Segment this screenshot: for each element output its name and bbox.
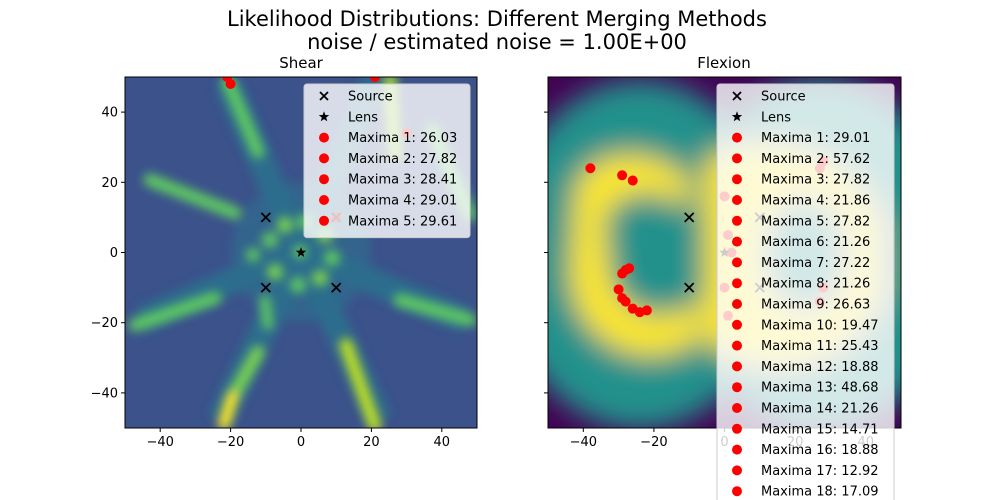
shear-legend-label: Maxima 1: 26.03 — [348, 131, 457, 146]
shear-y-tick-label: −40 — [91, 386, 118, 401]
flexion-maxima-point — [627, 175, 638, 186]
flexion-legend-label: Maxima 9: 26.63 — [761, 298, 870, 313]
flexion-legend-label: Maxima 15: 14.71 — [761, 422, 879, 437]
shear-x-tick-label: 40 — [434, 435, 451, 450]
flexion-legend-label: Maxima 18: 17.09 — [761, 485, 879, 500]
flexion-legend-label: Source — [761, 90, 806, 105]
shear-legend-label: Maxima 3: 28.41 — [348, 173, 457, 188]
shear-legend-label: Maxima 5: 29.61 — [348, 214, 457, 229]
flexion-legend-maxima-icon — [732, 423, 742, 434]
shear-panel-title: Shear — [279, 54, 323, 72]
flexion-legend-source-icon — [732, 91, 742, 101]
shear-legend-maxima-icon — [319, 153, 329, 164]
flexion-legend-maxima-icon — [732, 215, 742, 226]
shear-legend-label: Lens — [348, 110, 378, 125]
flexion-legend-lens-icon — [731, 111, 743, 122]
shear-legend-source-icon — [319, 91, 329, 101]
flexion-legend-label: Maxima 3: 27.82 — [761, 173, 870, 188]
figure-title: Likelihood Distributions: Different Merg… — [227, 7, 767, 31]
flexion-legend-box — [716, 83, 895, 500]
flexion-maxima-point — [617, 170, 628, 181]
flexion-legend-label: Maxima 13: 48.68 — [761, 381, 879, 396]
shear-legend: Source Lens Maxima 1: 26.03 Maxima 2: 27.82… — [303, 83, 471, 239]
flexion-maxima-point — [613, 284, 624, 295]
flexion-legend-label: Lens — [761, 110, 791, 125]
flexion-x-tick-label: −40 — [570, 435, 597, 450]
flexion-source-marker — [684, 282, 695, 293]
shear-x-tick-label: 0 — [297, 435, 305, 450]
shear-x-tick-label: 20 — [363, 435, 380, 450]
flexion-legend-label: Maxima 7: 27.22 — [761, 256, 870, 271]
shear-y-tick-label: 0 — [110, 246, 118, 261]
flexion-legend-label: Maxima 4: 21.86 — [761, 194, 870, 209]
shear-legend-maxima-icon — [319, 174, 329, 185]
shear-legend-maxima-icon — [319, 215, 329, 226]
flexion-panel-title: Flexion — [697, 54, 751, 72]
shear-maxima-point — [369, 77, 380, 82]
flexion-legend: Source Lens Maxima 1: 29.01 Maxima 2: 57.62… — [716, 83, 895, 500]
flexion-legend-maxima-icon — [732, 403, 742, 413]
shear-y-tick-label: 20 — [101, 176, 118, 191]
flexion-maxima-point — [641, 305, 652, 316]
flexion-legend-maxima-icon — [732, 174, 742, 185]
flexion-legend-label: Maxima 16: 18.88 — [761, 443, 879, 458]
shear-legend-label: Maxima 2: 27.82 — [348, 152, 457, 167]
flexion-legend-label: Maxima 6: 21.26 — [761, 235, 870, 250]
shear-legend-label: Source — [348, 90, 393, 105]
shear-source-marker — [331, 282, 342, 293]
flexion-legend-maxima-icon — [732, 382, 742, 393]
flexion-legend-maxima-icon — [732, 195, 742, 205]
flexion-legend-maxima-icon — [732, 319, 742, 330]
shear-x-tick-label: −40 — [146, 435, 173, 450]
flexion-legend-label: Maxima 5: 27.82 — [761, 214, 870, 229]
flexion-legend-maxima-icon — [732, 486, 742, 497]
flexion-legend-label: Maxima 10: 19.47 — [761, 318, 879, 333]
shear-legend-maxima-icon — [319, 195, 329, 205]
shear-legend-label: Maxima 4: 29.01 — [348, 194, 457, 209]
flexion-legend-maxima-icon — [732, 132, 742, 143]
shear-axes: −40 −20 0 20 40 −40 −20 0 20 40 — [91, 106, 451, 450]
shear-source-marker — [260, 212, 271, 223]
flexion-legend-maxima-icon — [732, 236, 742, 247]
shear-y-tick-label: 40 — [101, 106, 118, 121]
flexion-legend-label: Maxima 11: 25.43 — [761, 339, 879, 354]
flexion-legend-maxima-icon — [732, 278, 742, 289]
flexion-legend-maxima-icon — [732, 361, 742, 372]
flexion-legend-label: Maxima 14: 21.26 — [761, 402, 879, 417]
flexion-legend-maxima-icon — [732, 153, 742, 164]
flexion-legend-label: Maxima 1: 29.01 — [761, 131, 870, 146]
flexion-maxima-point — [585, 163, 596, 174]
flexion-legend-label: Maxima 8: 21.26 — [761, 277, 870, 292]
flexion-legend-maxima-icon — [732, 444, 742, 455]
flexion-legend-label: Maxima 17: 12.92 — [761, 464, 879, 479]
shear-y-tick-label: −20 — [91, 316, 118, 331]
flexion-legend-maxima-icon — [732, 340, 742, 351]
shear-maxima-point — [222, 77, 233, 82]
flexion-legend-label: Maxima 12: 18.88 — [761, 360, 879, 375]
shear-lens-marker — [295, 247, 307, 257]
flexion-source-marker — [684, 212, 695, 223]
shear-legend-maxima-icon — [319, 132, 329, 143]
flexion-x-tick-label: −20 — [640, 435, 667, 450]
shear-panel: Shear — [91, 54, 478, 450]
flexion-legend-label: Maxima 2: 57.62 — [761, 152, 870, 167]
shear-legend-box — [303, 83, 471, 239]
shear-source-marker — [260, 282, 271, 293]
shear-legend-lens-icon — [318, 111, 330, 122]
flexion-legend-maxima-icon — [732, 299, 742, 309]
flexion-legend-maxima-icon — [732, 465, 742, 476]
flexion-maxima-point — [624, 263, 635, 274]
figure-subtitle: noise / estimated noise = 1.00E+00 — [307, 30, 687, 54]
shear-x-tick-label: −20 — [217, 435, 244, 450]
flexion-legend-maxima-icon — [732, 257, 742, 268]
flexion-maxima-point — [620, 296, 631, 307]
